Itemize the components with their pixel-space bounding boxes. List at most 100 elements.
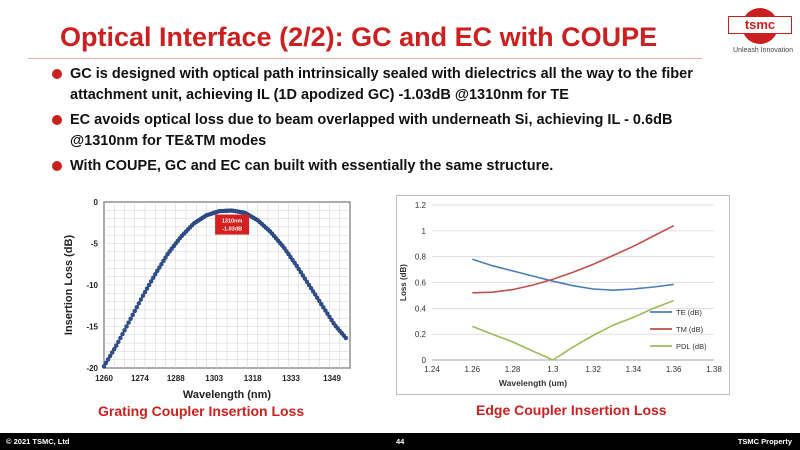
- data-point: [310, 289, 316, 294]
- data-point: [161, 258, 166, 264]
- annotation-wavelength: 1310nm: [222, 219, 243, 225]
- data-point: [296, 266, 301, 272]
- bullet-text: With COUPE, GC and EC can built with ess…: [70, 158, 554, 174]
- data-point: [325, 311, 330, 316]
- data-point: [323, 308, 328, 313]
- x-tick-label: 1260: [95, 374, 113, 383]
- data-point: [319, 301, 324, 307]
- data-point: [159, 262, 164, 267]
- legend-label-0: TE (dB): [676, 308, 702, 317]
- y-axis-label: Loss (dB): [399, 264, 408, 301]
- x-tick-label: 1288: [167, 374, 185, 383]
- footer-bar: © 2021 TSMC, Ltd 44 TSMC Property: [0, 433, 800, 450]
- footer-page-number: 44: [396, 437, 405, 446]
- y-tick-label: 1.2: [415, 201, 427, 210]
- data-point: [120, 331, 125, 337]
- x-tick-label: 1349: [323, 374, 341, 383]
- data-point: [343, 335, 349, 341]
- x-tick-label: 1274: [131, 374, 149, 383]
- y-tick-label: -15: [86, 323, 98, 332]
- y-tick-label: 0.6: [415, 279, 427, 288]
- series-line-0: [472, 258, 674, 292]
- y-tick-label: 0.8: [415, 253, 427, 262]
- tsmc-logo: tsmc Unleash Innovation: [728, 8, 794, 58]
- x-tick-label: 1.26: [464, 365, 480, 374]
- data-point: [122, 328, 127, 333]
- footer-copyright: © 2021 TSMC, Ltd: [6, 437, 70, 446]
- annotation-box: [215, 214, 250, 235]
- edge-coupler-chart: 0 0.2 0.4 0.6 0.8 1 1.2 1.24 1.26 1.28 1.3 1.32 1.34…: [396, 195, 730, 395]
- data-point: [315, 295, 320, 300]
- bullet-list: GC is designed with optical path intrins…: [52, 64, 742, 181]
- grating-coupler-caption: Grating Coupler Insertion Loss: [98, 403, 305, 419]
- series-line-2: [472, 299, 674, 361]
- data-point: [157, 265, 162, 270]
- x-tick-label: 1.32: [585, 365, 601, 374]
- bullet-item: EC avoids optical loss due to beam overl…: [52, 110, 742, 152]
- data-point: [101, 364, 107, 369]
- data-point: [144, 286, 150, 291]
- data-point: [292, 260, 297, 266]
- data-point: [107, 353, 113, 359]
- y-axis-label: Insertion Loss (dB): [63, 235, 75, 336]
- data-point: [306, 282, 312, 288]
- data-point: [308, 285, 314, 291]
- data-point: [294, 263, 299, 269]
- x-tick-label: 1.36: [666, 365, 682, 374]
- data-point: [134, 305, 140, 310]
- logo-tagline: Unleash Innovation: [733, 47, 793, 54]
- data-point: [128, 316, 133, 321]
- data-point: [140, 293, 146, 298]
- legend-label-2: PDL (dB): [676, 342, 707, 351]
- data-point: [103, 360, 109, 366]
- data-point: [312, 292, 318, 297]
- data-point: [150, 275, 156, 280]
- x-tick-label: 1333: [282, 374, 300, 383]
- data-point: [163, 255, 168, 260]
- bullet-text: EC avoids optical loss due to beam overl…: [70, 112, 673, 149]
- y-tick-label: 0: [422, 356, 427, 365]
- data-point: [155, 268, 160, 274]
- data-point: [138, 297, 144, 302]
- y-tick-label: 0: [94, 198, 99, 207]
- data-point: [329, 317, 334, 323]
- title-divider: [28, 58, 702, 59]
- data-point: [112, 346, 117, 352]
- data-point: [116, 339, 121, 345]
- logo-wordmark: tsmc: [728, 16, 792, 34]
- data-point: [321, 305, 326, 310]
- edge-coupler-caption: Edge Coupler Insertion Loss: [476, 402, 667, 418]
- x-tick-label: 1.3: [547, 365, 559, 374]
- data-point: [114, 343, 119, 348]
- data-point: [302, 276, 308, 281]
- bullet-item: GC is designed with optical path intrins…: [52, 64, 742, 106]
- data-point: [142, 289, 148, 295]
- data-point: [130, 312, 135, 318]
- series-line-1: [472, 224, 675, 294]
- data-point: [110, 350, 115, 355]
- x-tick-label: 1318: [244, 374, 262, 383]
- y-tick-label: -5: [91, 240, 99, 249]
- y-tick-label: -10: [86, 281, 98, 290]
- y-tick-label: 0.4: [415, 304, 427, 313]
- x-tick-label: 1.28: [505, 365, 521, 374]
- data-point: [132, 308, 137, 314]
- x-tick-label: 1303: [205, 374, 223, 383]
- data-point: [146, 282, 152, 288]
- chart-frame: [396, 195, 730, 395]
- y-tick-label: -20: [86, 364, 98, 373]
- bullet-dot-icon: [52, 69, 62, 79]
- legend-label-1: TM (dB): [676, 325, 704, 334]
- data-point: [124, 324, 129, 329]
- bullet-dot-icon: [52, 161, 62, 171]
- data-point: [300, 273, 306, 278]
- data-point: [136, 301, 142, 306]
- data-point: [317, 298, 322, 304]
- y-tick-label: 0.2: [415, 330, 427, 339]
- data-point: [126, 320, 131, 325]
- bullet-text: GC is designed with optical path intrins…: [70, 66, 693, 103]
- data-point: [105, 357, 111, 362]
- data-point: [304, 279, 310, 285]
- data-point: [298, 270, 304, 275]
